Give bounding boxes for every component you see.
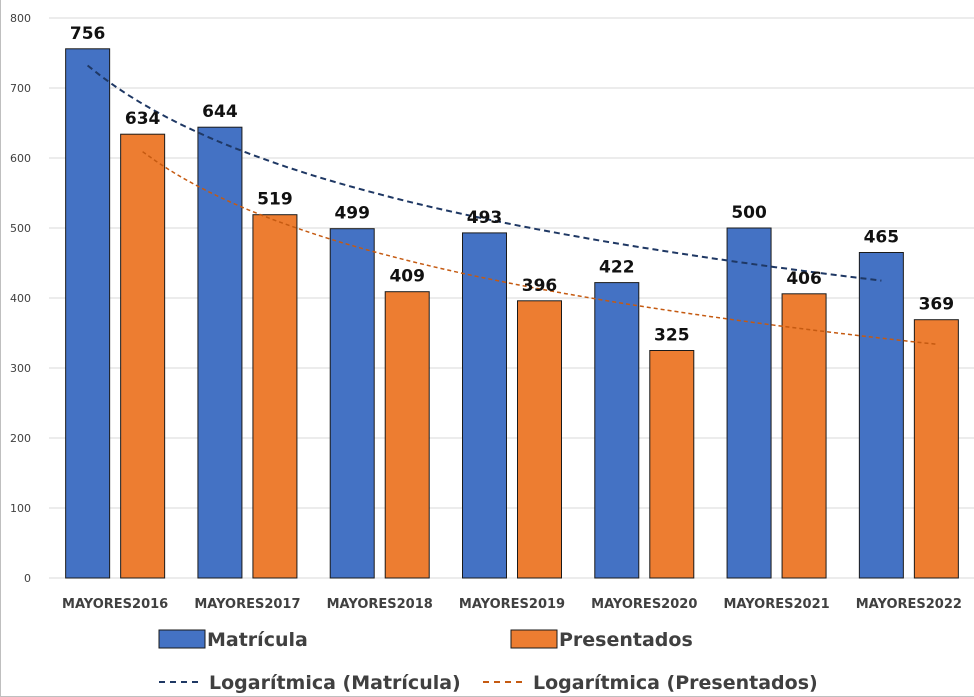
x-axis-ticks: MAYORES2016 MAYORES2017 MAYORES2018 MAYORES… [62, 597, 962, 612]
data-label: 409 [389, 267, 425, 287]
x-tick-label: MAYORES2019 [459, 597, 565, 612]
data-label: 644 [202, 102, 238, 122]
bar-matricula [726, 227, 772, 579]
bar-matricula [462, 232, 507, 579]
legend-presentados-label: Presentados [559, 629, 693, 651]
bar-presentados [120, 133, 166, 579]
data-label: 500 [731, 203, 767, 223]
x-tick-label: MAYORES2021 [723, 597, 829, 612]
legend: Matrícula Presentados Logarítmica (Matrícu… [158, 629, 818, 694]
bars [65, 48, 959, 579]
bar-matricula [594, 282, 640, 579]
x-tick-label: MAYORES2020 [591, 597, 697, 612]
legend-log-matricula-label: Logarítmica (Matrícula) [209, 672, 461, 694]
y-tick-label: 400 [10, 292, 31, 305]
data-labels: 756 634 644 519 499 409 493 396 422 325 500 406 465 3… [70, 24, 954, 346]
x-tick-label: MAYORES2022 [856, 597, 962, 612]
bar-presentados [384, 291, 430, 579]
data-label: 493 [467, 208, 503, 228]
y-axis-ticks: 0 100 200 300 400 500 600 700 800 [10, 12, 31, 585]
bar-matricula [65, 48, 111, 579]
y-tick-label: 0 [24, 572, 31, 585]
y-tick-label: 200 [10, 432, 31, 445]
bar-presentados [517, 300, 562, 579]
trendlines [86, 64, 937, 345]
y-tick-label: 300 [10, 362, 31, 375]
x-tick-label: MAYORES2018 [327, 597, 433, 612]
y-tick-label: 100 [10, 502, 31, 515]
trendline-matricula [86, 64, 882, 282]
trendline-presentados [142, 151, 937, 345]
data-label: 634 [125, 109, 161, 129]
x-tick-label: MAYORES2016 [62, 597, 168, 612]
data-label: 369 [919, 295, 955, 315]
bar-matricula [329, 228, 375, 579]
bar-matricula [858, 252, 904, 579]
bar-matricula [197, 126, 243, 579]
legend-matricula-swatch [158, 629, 206, 649]
data-label: 499 [334, 204, 370, 224]
data-label: 465 [864, 228, 900, 248]
legend-matricula-label: Matrícula [207, 629, 308, 651]
data-label: 756 [70, 24, 106, 44]
x-tick-label: MAYORES2017 [194, 597, 300, 612]
bar-presentados [649, 350, 695, 579]
data-label: 325 [654, 326, 690, 346]
data-label: 406 [786, 269, 822, 289]
y-tick-label: 500 [10, 222, 31, 235]
bar-presentados [781, 293, 827, 579]
legend-log-presentados-label: Logarítmica (Presentados) [533, 672, 818, 694]
data-label: 519 [257, 190, 293, 210]
y-tick-label: 800 [10, 12, 31, 25]
bar-presentados [913, 319, 959, 579]
y-tick-label: 700 [10, 82, 31, 95]
y-tick-label: 600 [10, 152, 31, 165]
bar-presentados [252, 214, 298, 579]
legend-presentados-swatch [510, 629, 558, 649]
data-label: 396 [522, 276, 558, 296]
gridlines [49, 17, 974, 579]
data-label: 422 [599, 258, 635, 278]
